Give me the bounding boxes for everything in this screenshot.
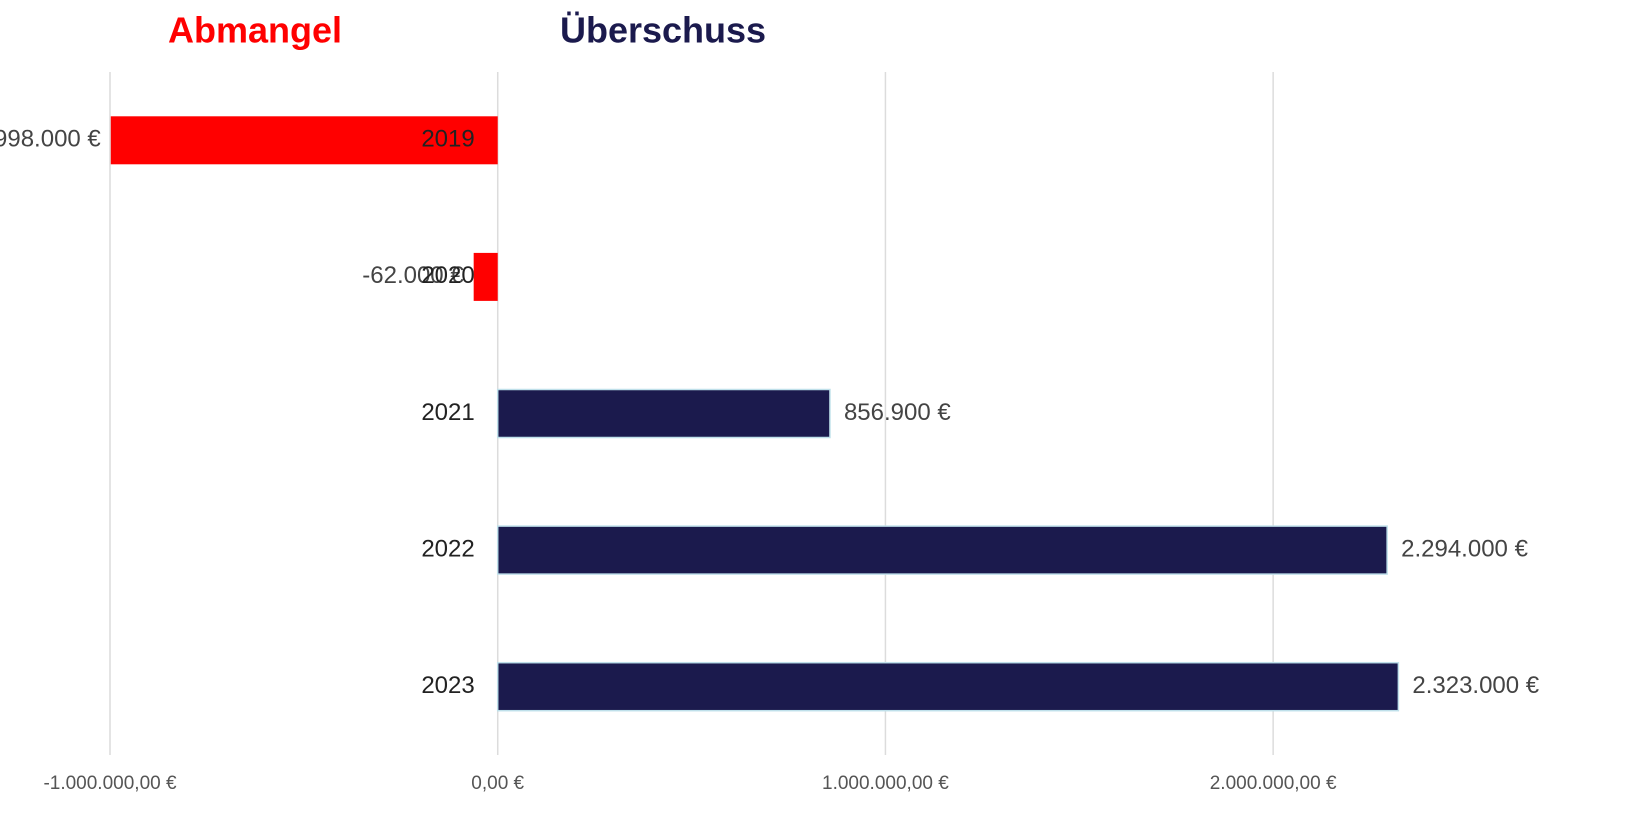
y-tick-label: 2021 (421, 399, 474, 426)
x-tick-label: 1.000.000,00 € (822, 773, 949, 794)
value-label: -62.000 € (362, 262, 464, 289)
x-tick-label: -1.000.000,00 € (43, 773, 177, 794)
y-tick-label: 2022 (421, 535, 474, 562)
legend-label: Abmangel (168, 10, 342, 51)
x-tick-label: 2.000.000,00 € (1210, 773, 1337, 794)
x-tick-label: 0,00 € (471, 773, 524, 794)
y-tick-label: 2019 (421, 126, 474, 153)
bar (110, 116, 498, 165)
value-label: 856.900 € (844, 399, 951, 426)
bar (496, 525, 1388, 575)
y-tick-label: 2020 (421, 262, 474, 289)
legend-label: Überschuss (560, 10, 766, 51)
y-tick-label: 2023 (421, 672, 474, 699)
value-label: -998.000 € (0, 126, 101, 153)
value-label: 2.294.000 € (1401, 535, 1528, 562)
bar (496, 661, 1400, 712)
bar (496, 388, 831, 439)
bar (473, 252, 498, 301)
value-label: 2.323.000 € (1412, 672, 1539, 699)
